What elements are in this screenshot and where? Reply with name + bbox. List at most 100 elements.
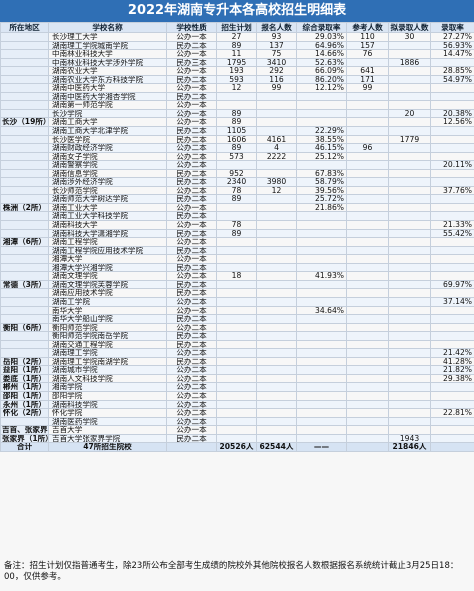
data-cell: 公办二本	[166, 382, 217, 392]
data-cell	[388, 100, 431, 110]
data-cell: 76	[346, 49, 389, 59]
data-cell: 21.42%	[430, 348, 474, 358]
table-row: 娄底（1所） 湖南人文科技学院 公办二本 29.38%	[0, 373, 474, 384]
school-cell: 湖南科技大学潇湘学院	[48, 228, 167, 239]
data-cell	[388, 74, 431, 85]
data-cell: 58.79%	[296, 177, 347, 187]
data-cell	[430, 83, 474, 93]
data-cell: 46.15%	[296, 143, 347, 153]
school-cell: 衡阳师范学院	[48, 322, 167, 333]
data-cell	[296, 288, 347, 298]
data-cell	[388, 185, 431, 196]
school-cell: 邵阳学院	[48, 390, 167, 401]
data-cell	[430, 245, 474, 256]
data-cell	[296, 331, 347, 341]
data-cell: 公办一本	[166, 100, 217, 110]
data-cell: 27	[216, 32, 257, 42]
data-cell	[388, 425, 431, 435]
data-cell: 54.97%	[430, 74, 474, 85]
data-cell	[430, 305, 474, 316]
school-cell: 湖南财政经济学院	[48, 143, 167, 153]
data-cell: 89	[216, 40, 257, 51]
region-cell: 湘潭（6所）	[0, 237, 49, 247]
table-row: 张家界（1所） 吉首大学张家界学院 民办二本 1943	[0, 433, 474, 444]
data-cell	[216, 202, 257, 213]
region-cell	[0, 262, 49, 273]
table-row: 中南林业科技大学涉外学院 民办三本 1795 3410 52.63% 1886	[0, 57, 474, 68]
data-cell	[256, 117, 297, 127]
table-row: 衡阳（6所） 衡阳师范学院 公办二本	[0, 322, 474, 333]
data-cell: 1105	[216, 126, 257, 136]
data-cell: 12.12%	[296, 83, 347, 93]
data-cell	[346, 425, 389, 435]
table-row: 永州（1所） 湖南科技学院 公办二本	[0, 399, 474, 410]
data-cell	[346, 228, 389, 239]
school-cell: 湖南工程学院	[48, 237, 167, 247]
table-row: 湖南工学院 公办二本 37.14%	[0, 296, 474, 307]
data-cell	[256, 91, 297, 102]
data-cell	[296, 382, 347, 392]
data-cell	[346, 126, 389, 136]
data-cell	[388, 271, 431, 281]
data-cell	[256, 262, 297, 273]
data-cell	[256, 220, 297, 230]
data-cell: 52.63%	[296, 57, 347, 68]
data-cell: 4161	[256, 134, 297, 145]
data-cell	[346, 151, 389, 162]
table-body: 长沙理工大学 公办一本 27 93 29.03% 110 30 27.27% 湖南理工学院城南学…	[0, 32, 474, 452]
data-cell: 29.03%	[296, 32, 347, 42]
data-cell	[388, 177, 431, 187]
region-cell	[0, 108, 49, 119]
data-cell	[216, 262, 257, 273]
total-cell	[346, 442, 389, 452]
data-cell: 11	[216, 49, 257, 59]
data-cell: 20.11%	[430, 160, 474, 170]
school-cell: 湖南农业大学	[48, 66, 167, 76]
data-cell	[256, 279, 297, 290]
header-school: 学校名称	[48, 22, 167, 33]
school-cell: 湖南理工学院城南学院	[48, 40, 167, 51]
table-row: 怀化（2所） 怀化学院 公办二本 22.81%	[0, 408, 474, 418]
data-cell	[256, 194, 297, 204]
table-row: 湖南科技大学 公办一本 78 21.33%	[0, 220, 474, 230]
data-cell	[256, 237, 297, 247]
data-cell: 民办二本	[166, 74, 217, 85]
data-cell	[388, 83, 431, 93]
school-cell: 中南林业科技大学	[48, 49, 167, 59]
data-cell: 民办二本	[166, 245, 217, 256]
school-cell: 衡阳师范学院南岳学院	[48, 331, 167, 341]
data-cell: 64.96%	[296, 40, 347, 51]
data-cell: 20	[388, 108, 431, 119]
region-cell	[0, 185, 49, 196]
data-cell	[388, 168, 431, 179]
data-cell: 公办一本	[166, 254, 217, 264]
region-cell: 娄底（1所）	[0, 373, 49, 384]
data-cell: 137	[256, 40, 297, 51]
header-row: 所在地区 学校名称 学校性质 招生计划 报名人数 综合录取率 参考人数 拟录取人…	[0, 22, 474, 33]
data-cell	[296, 416, 347, 427]
school-cell: 湖南理工学院南湖学院	[48, 356, 167, 367]
data-cell	[430, 57, 474, 68]
data-cell	[346, 373, 389, 384]
data-cell: 89	[216, 228, 257, 239]
data-cell	[430, 399, 474, 410]
region-cell	[0, 40, 49, 51]
data-cell	[388, 322, 431, 333]
data-cell	[346, 100, 389, 110]
data-cell	[388, 254, 431, 264]
school-cell: 湖南交通工程学院	[48, 339, 167, 350]
data-cell	[216, 348, 257, 358]
data-cell	[430, 134, 474, 145]
data-cell	[430, 202, 474, 213]
data-cell: 1606	[216, 134, 257, 145]
data-cell	[256, 356, 297, 367]
table-row: 湖南工程学院应用技术学院 民办二本	[0, 245, 474, 256]
data-cell: 公办二本	[166, 151, 217, 162]
data-cell: 公办二本	[166, 348, 217, 358]
data-cell	[388, 262, 431, 273]
data-cell	[388, 49, 431, 59]
school-cell: 湖南文理学院芙蓉学院	[48, 279, 167, 290]
region-cell	[0, 126, 49, 136]
data-cell: 37.14%	[430, 296, 474, 307]
data-cell: 公办二本	[166, 271, 217, 281]
